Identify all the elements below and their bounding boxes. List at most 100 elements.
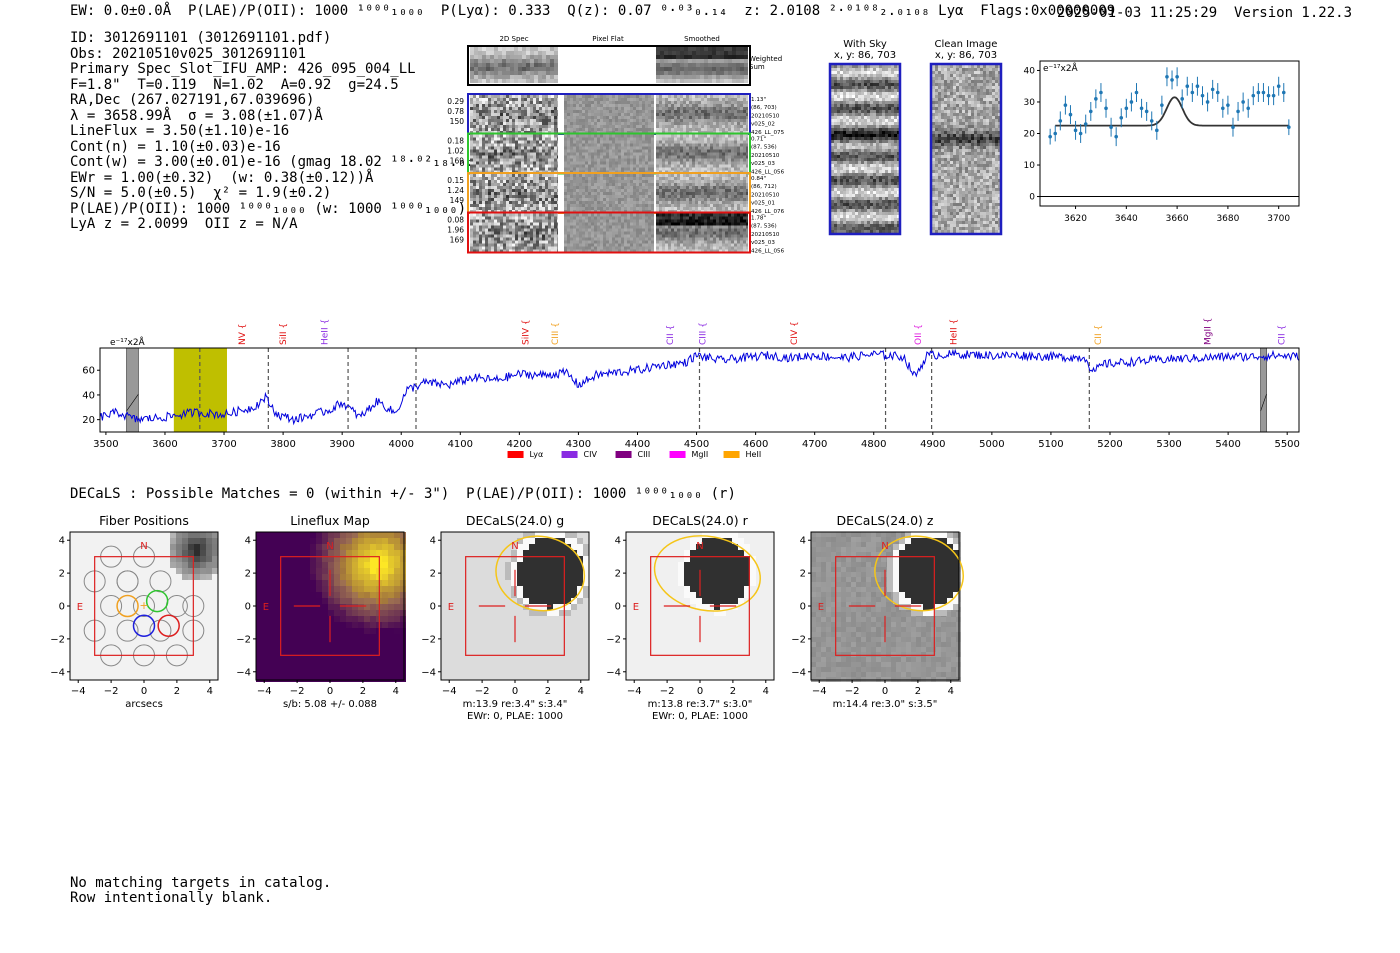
decals-panel: N E −4 −4 −2 −2 0 0 2 2 4 4 — [421, 531, 590, 697]
zoom-data-point — [1276, 84, 1281, 89]
spectrum-legend-label: HeII — [746, 450, 762, 459]
zoom-x-tick-label: 3660 — [1166, 214, 1189, 224]
spectrum-x-tick-label: 3900 — [329, 439, 354, 450]
spectrum-x-tick-label: 5000 — [979, 439, 1004, 450]
source-ellipse — [653, 535, 762, 612]
decals-y-tick-label: −4 — [236, 667, 251, 678]
spectrum-legend-swatch — [561, 451, 578, 458]
spectrum-x-tick-label: 4400 — [625, 439, 650, 450]
decals-panel-caption2: EWr: 0, PLAE: 1000 — [467, 711, 563, 722]
spectrum-x-tick-label: 3800 — [270, 439, 295, 450]
decals-x-tick-label: −2 — [290, 686, 305, 697]
decals-y-tick-label: 4 — [245, 536, 251, 547]
decals-y-tick-label: −2 — [791, 634, 806, 645]
spectrum-y-tick-label: 60 — [82, 366, 95, 377]
zoom-data-point — [1210, 87, 1215, 92]
source-ellipse — [874, 535, 964, 612]
spectrum-x-tick-label: 3500 — [93, 439, 118, 450]
info-line: F=1.8" T=0.119 N=1.02 A=0.92 g=24.5 — [70, 76, 399, 93]
zoom-data-point — [1246, 106, 1251, 111]
zoom-data-point — [1231, 125, 1235, 129]
cutout-row-meta: 20210510 — [751, 113, 780, 119]
line-fit-zoom-chart: 0 10 20 30 40 3620 3640 3660 3680 3700 e⁻¹⁷x2Å — [1024, 60, 1300, 224]
aperture-box — [280, 556, 380, 656]
decals-panel: N E −4 −4 −2 −2 0 0 2 2 4 4 — [606, 531, 775, 697]
decals-x-tick-label: 4 — [207, 686, 213, 697]
cutout-row-meta: 20210510 — [751, 232, 780, 238]
decals-y-tick-label: 0 — [245, 602, 251, 613]
spectrum-x-tick-label: 4900 — [920, 439, 945, 450]
zoom-data-point — [1195, 84, 1200, 89]
zoom-data-point — [1053, 131, 1058, 136]
spectrum-legend-label: CIII — [638, 450, 651, 459]
info-line: λ = 3658.99Å σ = 3.08(±1.07)Å — [70, 107, 323, 124]
zoom-data-point — [1149, 119, 1154, 123]
spectrum-legend-swatch — [669, 451, 686, 458]
spectrum-legend-label: MgII — [692, 450, 709, 459]
spectrum-line-label: SiIV { — [521, 319, 531, 345]
zoom-data-point — [1139, 106, 1144, 111]
fiber-center-mark: + — [139, 599, 148, 612]
cutout-row-frame — [467, 211, 751, 254]
spectrum-legend-label: CIV — [584, 450, 598, 459]
decals-y-tick-label: 4 — [800, 536, 806, 547]
decals-x-tick-label: 0 — [512, 686, 518, 697]
info-line: S/N = 5.0(±0.5) χ² = 1.9(±0.2) — [70, 185, 332, 201]
decals-x-tick-label: −2 — [845, 686, 860, 697]
decals-y-tick-label: 2 — [59, 569, 65, 580]
zoom-data-point — [1155, 128, 1159, 133]
decals-x-tick-label: 4 — [393, 686, 399, 697]
info-line: Primary Spec_Slot_IFU_AMP: 426_095_004_L… — [70, 61, 416, 77]
aperture-box — [465, 556, 565, 656]
cutout-row-meta: v025_02 — [751, 122, 775, 128]
fiber-tertiary — [116, 594, 139, 618]
compass-north: N — [881, 541, 888, 552]
sky-panel-title: Clean Image — [935, 39, 998, 50]
cutout-row-meta: (87, 536) — [751, 224, 777, 230]
zoom-data-point — [1099, 90, 1103, 95]
cutout-row-meta: 426_LL_075 — [751, 130, 785, 136]
cutout-row-meta: 0.71" — [751, 137, 766, 143]
header-summary: EW: 0.0±0.0Å P(LAE)/P(OII): 1000 ¹⁰⁰⁰₁₀₀… — [70, 3, 1116, 19]
zoom-data-point — [1200, 93, 1205, 98]
cutout-row-meta: 1.78" — [751, 216, 766, 222]
sky-panel-frame — [929, 62, 1003, 236]
info-line: ID: 3012691101 (3012691101.pdf) — [70, 30, 332, 46]
decals-y-tick-label: −4 — [421, 667, 436, 678]
decals-y-tick-label: 4 — [430, 536, 436, 547]
info-line: LyA z = 2.0099 OII z = N/A — [70, 216, 298, 232]
zoom-data-point — [1221, 106, 1225, 111]
decals-panel-title: Lineflux Map — [290, 513, 370, 528]
spectrum-x-tick-label: 4200 — [507, 439, 532, 450]
sky-panel-frame — [828, 62, 902, 236]
spectrum-x-tick-label: 4100 — [448, 439, 473, 450]
decals-panel-caption: m:13.9 re:3.4" s:3.4" — [463, 699, 568, 710]
spectrum-line-label: MgII { — [1203, 318, 1213, 345]
weighted-sum-frame — [467, 45, 751, 86]
cutout-row-stat: 0.29 — [447, 97, 464, 106]
weighted-sum-label: Weighted — [749, 55, 782, 63]
zoom-data-point — [1236, 109, 1240, 114]
cutout-row-meta: 20210510 — [751, 153, 780, 159]
sky-panel-subtitle: x, y: 86, 703 — [935, 50, 997, 61]
spectrum-x-tick-label: 4800 — [861, 439, 886, 450]
spectrum-legend-label: Lyα — [530, 450, 544, 459]
cutout-row-stat: 169 — [450, 236, 465, 245]
decals-panel-title: DECaLS(24.0) z — [837, 513, 934, 528]
decals-x-tick-label: −4 — [627, 686, 642, 697]
footer-line: No matching targets in catalog. — [70, 875, 332, 891]
cutout-row-meta: 1.13" — [751, 97, 766, 103]
spectrum-line-label: CIII { — [551, 322, 561, 345]
zoom-data-point — [1088, 109, 1093, 114]
decals-y-tick-label: 2 — [615, 569, 621, 580]
zoom-data-point — [1078, 131, 1083, 136]
spectrum-x-tick-label: 3700 — [211, 439, 236, 450]
spectrum-bad-region — [126, 347, 139, 433]
zoom-y-tick-label: 0 — [1029, 193, 1035, 203]
zoom-x-tick-label: 3680 — [1216, 214, 1239, 224]
zoom-y-tick-label: 10 — [1024, 161, 1036, 171]
decals-panel-title: Fiber Positions — [99, 513, 189, 528]
spectrum-line-label: CII { — [666, 325, 676, 345]
zoom-data-point — [1114, 134, 1118, 139]
